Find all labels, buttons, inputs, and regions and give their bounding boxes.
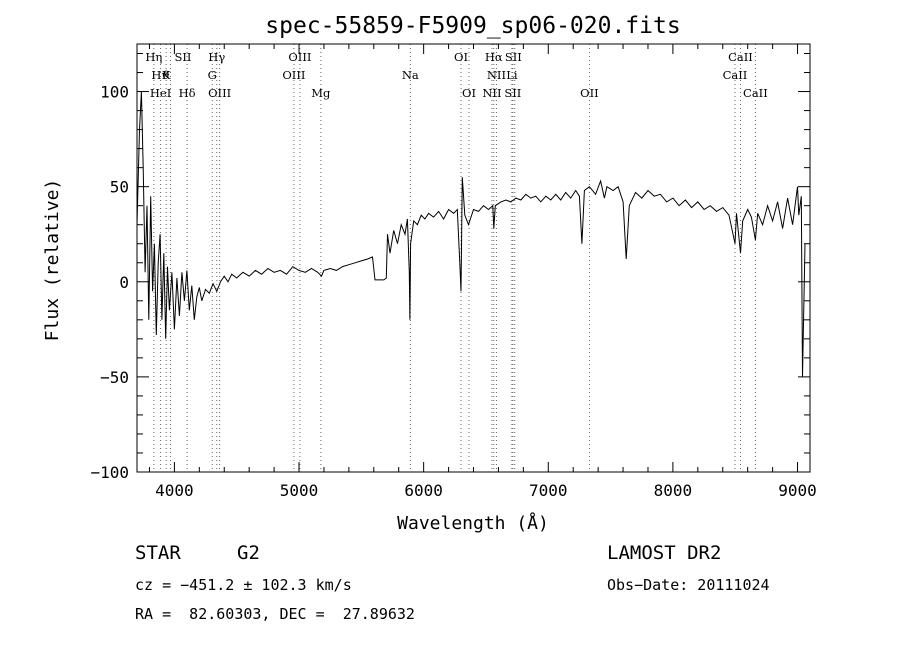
chart-title: spec-55859-F5909_sp06-020.fits [265, 13, 680, 39]
line-label: CaII [728, 50, 753, 64]
line-label: NII [487, 68, 506, 82]
obs-date: Obs−Date: 20111024 [607, 576, 770, 594]
x-tick-label: 7000 [529, 481, 568, 500]
x-tick-label: 5000 [280, 481, 319, 500]
redshift-text: cz = −451.2 ± 102.3 km/s [135, 576, 352, 594]
y-tick-label: 50 [110, 178, 129, 197]
line-label: OIII [208, 86, 231, 100]
line-label: Hϑ [151, 68, 169, 82]
y-axis-ticks: −100 −50 0 50 100 [90, 53, 810, 482]
line-label: CaII [723, 68, 748, 82]
x-tick-label: 9000 [778, 481, 817, 500]
y-tick-label: 0 [119, 273, 129, 292]
line-label: SII [175, 50, 192, 64]
line-label: Hα [485, 50, 503, 64]
line-label: Hδ [179, 86, 196, 100]
spectrum-series-line [136, 91, 806, 377]
object-class: STAR [135, 542, 181, 564]
line-label: OIII [282, 68, 305, 82]
line-label: OII [580, 86, 599, 100]
line-label: K [162, 68, 171, 82]
coordinates: RA = 82.60303, DEC = 27.89632 [135, 605, 415, 623]
line-label: G [208, 68, 217, 82]
y-tick-label: 100 [100, 83, 129, 102]
line-label: Hγ [208, 50, 225, 64]
x-axis-label: Wavelength (Å) [397, 512, 549, 534]
line-label: OI [462, 86, 476, 100]
y-axis-label: Flux (relative) [42, 179, 63, 342]
line-label: Na [402, 68, 419, 82]
object-subclass: G2 [237, 542, 260, 564]
line-label: OI [454, 50, 468, 64]
line-label: OIII [288, 50, 311, 64]
survey-name: LAMOST DR2 [607, 542, 722, 564]
x-tick-label: 8000 [654, 481, 693, 500]
line-label: SII [505, 50, 522, 64]
x-axis-ticks: 4000 5000 6000 7000 8000 9000 [148, 44, 817, 500]
x-tick-label: 6000 [404, 481, 443, 500]
line-label: SII [504, 86, 521, 100]
line-markers [153, 44, 756, 472]
line-label: NII [482, 86, 501, 100]
line-label: Hη [145, 50, 162, 64]
line-label: Li [506, 68, 518, 82]
line-label: Mg [311, 86, 331, 100]
x-tick-label: 4000 [155, 481, 194, 500]
line-label: HeI [150, 86, 171, 100]
line-label: CaII [743, 86, 768, 100]
y-tick-label: −100 [90, 463, 129, 482]
y-tick-label: −50 [100, 368, 129, 387]
plot-frame [136, 43, 811, 473]
